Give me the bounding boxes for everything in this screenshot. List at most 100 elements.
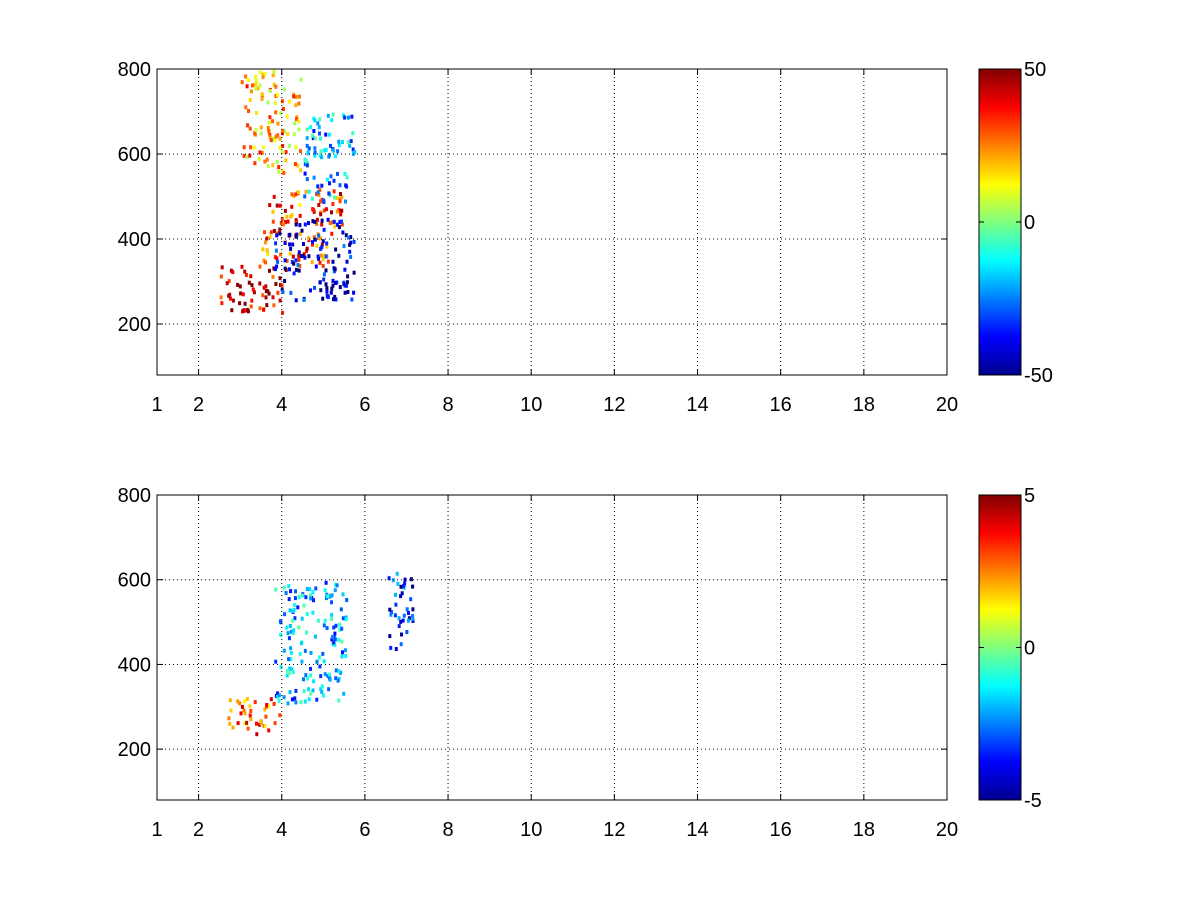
heatmap-cell: [315, 217, 319, 222]
heatmap-cell: [281, 128, 285, 133]
heatmap-cell: [338, 622, 342, 627]
heatmap-cell: [286, 701, 290, 706]
heatmap-cell: [271, 119, 274, 124]
heatmap-cell: [338, 627, 342, 632]
heatmap-cell: [281, 107, 285, 111]
heatmap-cell: [309, 593, 313, 598]
heatmap-cell: [228, 698, 232, 703]
heatmap-cell: [343, 115, 347, 120]
heatmap-cell: [249, 717, 253, 722]
heatmap-cell: [284, 158, 288, 163]
heatmap-cell: [309, 596, 313, 601]
heatmap-cell: [269, 88, 272, 93]
heatmap-cell: [281, 131, 284, 136]
heatmap-cell: [304, 595, 308, 600]
heatmap-cell: [255, 78, 259, 83]
heatmap-cell: [263, 72, 267, 76]
heatmap-cell: [396, 581, 400, 586]
heatmap-cell: [313, 219, 317, 224]
heatmap-cell: [332, 640, 336, 645]
heatmap-cell: [292, 628, 296, 633]
heatmap-cell: [260, 96, 264, 101]
heatmap-cell: [337, 208, 341, 213]
heatmap-cell: [330, 600, 333, 605]
heatmap-cell: [242, 145, 246, 150]
heatmap-cell: [320, 155, 324, 160]
heatmap-cell: [264, 284, 268, 289]
heatmap-cell: [322, 198, 326, 203]
heatmap-cell: [299, 641, 303, 646]
heatmap-cell: [345, 259, 349, 264]
heatmap-cell: [268, 135, 272, 140]
heatmap-cell: [390, 610, 394, 615]
heatmap-cell: [294, 103, 298, 108]
heatmap-cell: [297, 253, 301, 258]
heatmap-cell: [326, 295, 330, 300]
heatmap-cell: [336, 149, 340, 154]
heatmap-cell: [332, 297, 335, 302]
bottom-y-axis: 200 400 600 800: [118, 485, 947, 761]
heatmap-cell: [298, 231, 302, 236]
x-tick-label: 14: [686, 819, 708, 841]
heatmap-cell: [331, 278, 335, 283]
heatmap-cell: [337, 698, 341, 703]
heatmap-cell: [268, 115, 272, 120]
heatmap-cell: [411, 584, 415, 589]
heatmap-cell: [305, 630, 308, 635]
heatmap-cell: [311, 133, 314, 138]
heatmap-cell: [322, 623, 326, 628]
heatmap-cell: [305, 612, 309, 617]
heatmap-cell: [309, 691, 313, 696]
heatmap-cell: [281, 99, 284, 104]
heatmap-cell: [394, 647, 398, 651]
heatmap-cell: [324, 147, 328, 152]
heatmap-cell: [298, 223, 302, 228]
heatmap-cell: [302, 603, 306, 608]
heatmap-cell: [284, 591, 288, 595]
heatmap-cell: [340, 654, 344, 659]
bottom-axes-frame: [156, 494, 948, 801]
heatmap-cell: [287, 671, 291, 676]
heatmap-cell: [287, 99, 291, 104]
heatmap-cell: [294, 222, 298, 227]
heatmap-cell: [333, 195, 336, 200]
heatmap-cell: [292, 94, 296, 99]
x-tick-label: 20: [936, 394, 958, 416]
heatmap-cell: [317, 203, 321, 207]
heatmap-cell: [297, 625, 301, 630]
heatmap-cell: [283, 241, 287, 245]
heatmap-cell: [331, 112, 335, 117]
heatmap-cell: [287, 657, 291, 662]
heatmap-cell: [293, 596, 297, 601]
heatmap-cell: [334, 281, 337, 285]
heatmap-cell: [325, 286, 329, 291]
heatmap-cell: [273, 721, 277, 726]
heatmap-cell: [283, 220, 287, 225]
heatmap-cell: [321, 651, 325, 656]
heatmap-cell: [313, 118, 317, 123]
heatmap-cell: [340, 195, 344, 200]
heatmap-cell: [334, 668, 338, 673]
heatmap-cell: [231, 725, 235, 730]
heatmap-cell: [248, 153, 252, 158]
heatmap-cell: [318, 280, 322, 285]
heatmap-cell: [247, 78, 250, 82]
heatmap-cell: [300, 616, 304, 621]
heatmap-cell: [344, 233, 348, 238]
heatmap-cell: [317, 655, 321, 660]
heatmap-cell: [317, 236, 321, 240]
heatmap-cell: [337, 139, 341, 144]
heatmap-cell: [313, 146, 317, 151]
heatmap-cell: [332, 178, 336, 183]
heatmap-cell: [239, 711, 243, 716]
x-tick-label: 10: [520, 819, 542, 841]
heatmap-cell: [337, 669, 341, 674]
heatmap-cell: [279, 620, 283, 625]
heatmap-cell: [333, 588, 337, 593]
heatmap-cell: [319, 288, 323, 293]
heatmap-cell: [311, 219, 315, 224]
heatmap-cell: [328, 221, 332, 225]
heatmap-cell: [316, 121, 320, 126]
heatmap-cell: [328, 672, 332, 677]
heatmap-cell: [262, 285, 266, 290]
